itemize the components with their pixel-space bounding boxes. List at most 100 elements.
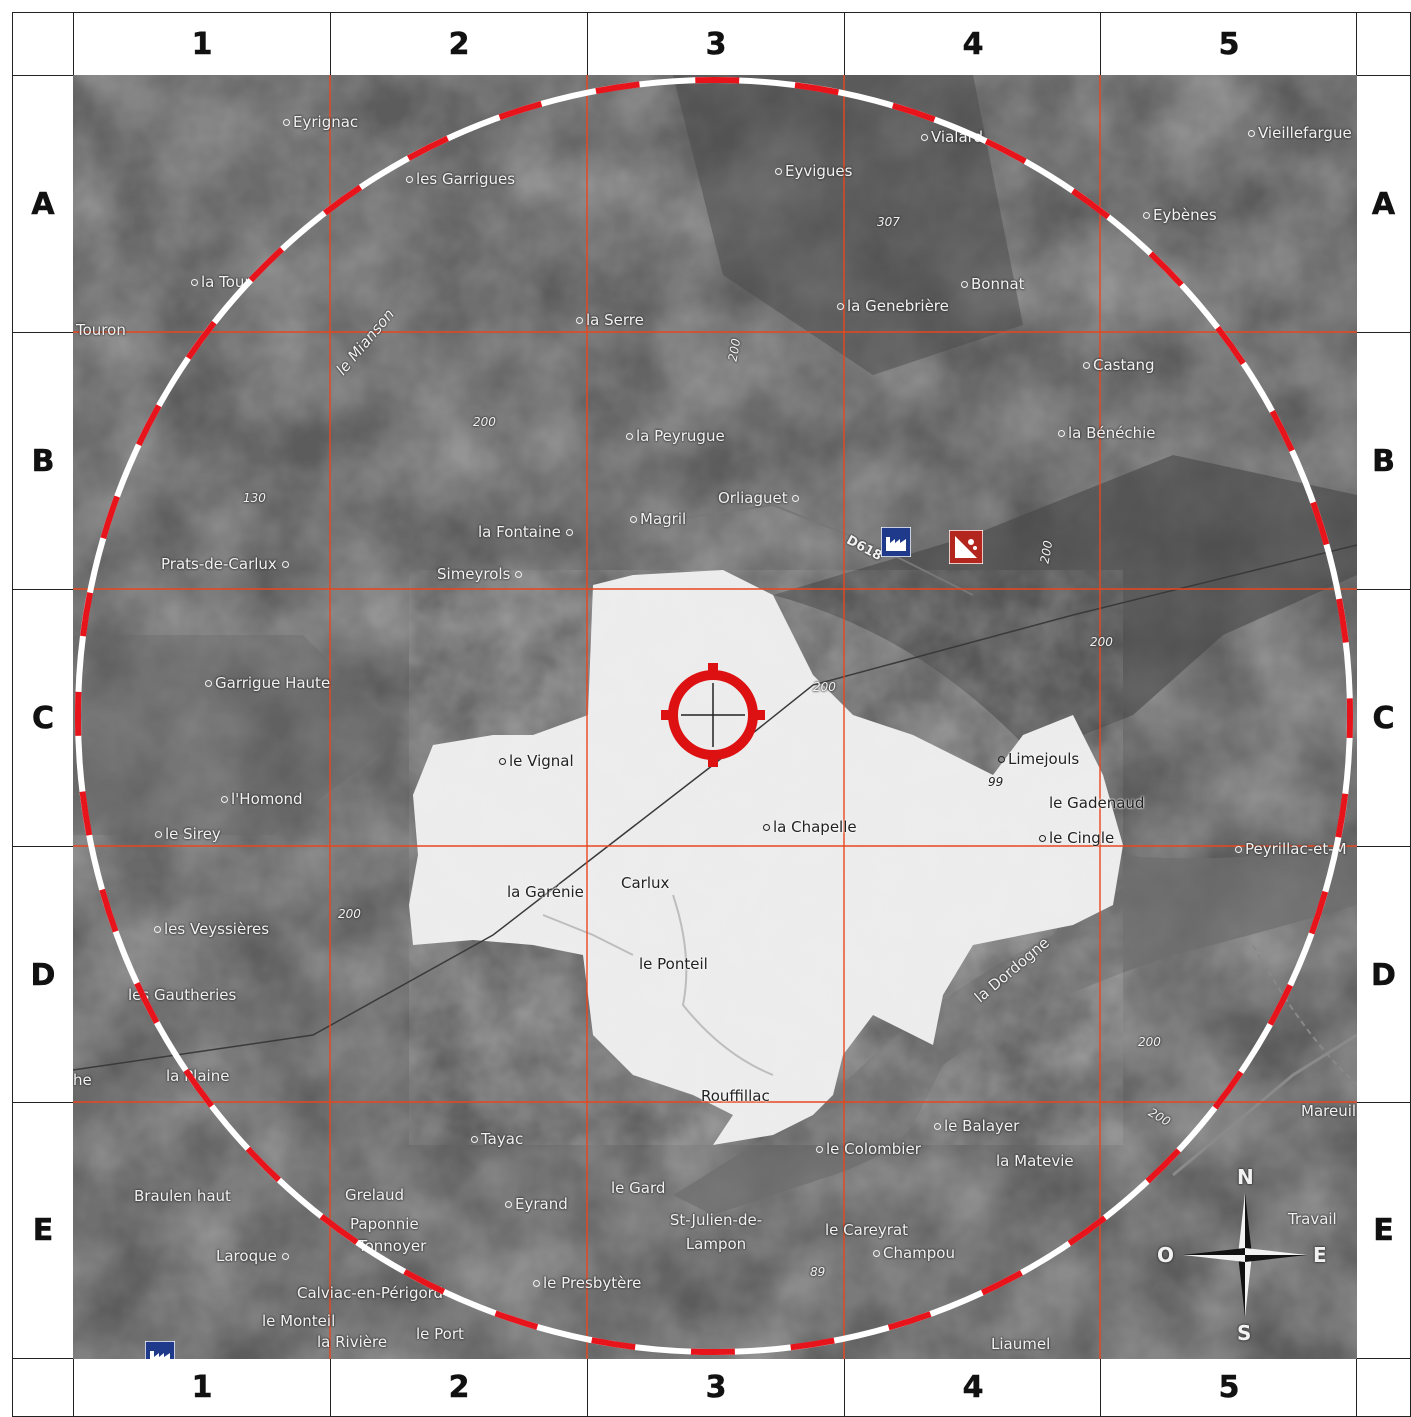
factory-icon: [881, 527, 911, 557]
map-area[interactable]: Eyrignac les Garrigues Eyvigues Vialard …: [73, 75, 1357, 1359]
place-label: la Bénéchie: [1058, 424, 1156, 442]
locality-dot-icon: [763, 823, 770, 831]
locality-dot-icon: [576, 316, 583, 324]
row-header-e-left: E: [12, 1102, 74, 1359]
place-label: le Balayer: [934, 1117, 1019, 1135]
locality-dot-icon: [283, 118, 290, 126]
locality-dot-icon: [961, 280, 968, 288]
place-label: Travail: [1288, 1210, 1337, 1228]
locality-dot-icon: [1248, 129, 1255, 137]
locality-dot-icon: [505, 1200, 512, 1208]
corner-bottom-left: [12, 1358, 74, 1417]
row-header-d-left: D: [12, 846, 74, 1104]
place-label: l'Homond: [221, 790, 303, 808]
col-header-4-top: 4: [844, 12, 1102, 76]
compass-south-label: S: [1237, 1321, 1252, 1345]
place-label: Garrigue Haute: [205, 674, 330, 692]
place-label: Tonnoyer: [358, 1237, 427, 1255]
locality-dot-icon: [515, 570, 523, 578]
locality-dot-icon: [934, 1122, 941, 1130]
place-label: Braulen haut: [134, 1187, 231, 1205]
place-label: Rouffillac: [701, 1087, 770, 1105]
grid-overlay: [73, 75, 1357, 1359]
locality-dot-icon: [1083, 361, 1090, 369]
locality-dot-icon: [406, 175, 413, 183]
row-header-b-left: B: [12, 332, 74, 590]
place-label: Touron: [76, 321, 126, 339]
locality-dot-icon: [921, 133, 928, 141]
locality-dot-icon: [471, 1135, 478, 1143]
place-label: le Port: [416, 1325, 464, 1343]
row-header-e-right: E: [1356, 1102, 1411, 1359]
place-label: Liaumel: [991, 1335, 1051, 1353]
place-label: Eybènes: [1143, 206, 1217, 224]
place-label: Vieillefargue: [1248, 124, 1352, 142]
locality-dot-icon: [191, 278, 198, 286]
place-label: le Gard: [611, 1179, 666, 1197]
locality-dot-icon: [1143, 211, 1150, 219]
corner-top-left: [12, 12, 74, 76]
elevation-label: 130: [243, 491, 266, 505]
elevation-label: 200: [473, 415, 496, 429]
corner-top-right: [1356, 12, 1411, 76]
place-label: Grelaud: [345, 1186, 405, 1204]
locality-dot-icon: [565, 528, 573, 536]
terrain-layer: [73, 75, 1357, 1359]
place-label: les Veyssières: [154, 920, 269, 938]
locality-dot-icon: [775, 167, 782, 175]
row-header-b-right: B: [1356, 332, 1411, 590]
place-label: Eyvigues: [775, 162, 852, 180]
fallen-rock-icon: [949, 530, 983, 564]
locality-dot-icon: [281, 1252, 289, 1260]
place-label: Magril: [630, 510, 686, 528]
place-label: le Gadenaud: [1049, 794, 1145, 812]
row-header-a-left: A: [12, 75, 74, 333]
locality-dot-icon: [154, 925, 161, 933]
place-label: Eyrand: [505, 1195, 568, 1213]
locality-dot-icon: [873, 1249, 880, 1257]
compass-north-label: N: [1237, 1165, 1254, 1189]
place-label: Eyrignac: [283, 113, 358, 131]
place-label: la Fontaine: [478, 523, 576, 541]
corner-bottom-right: [1356, 1358, 1411, 1417]
place-label: Laroque: [216, 1247, 292, 1265]
place-label: le Colombier: [816, 1140, 921, 1158]
col-header-4-bottom: 4: [844, 1358, 1102, 1417]
place-label: le Vignal: [499, 752, 574, 770]
locality-dot-icon: [998, 755, 1005, 763]
col-header-2-top: 2: [330, 12, 588, 76]
place-label: la Peyrugue: [626, 427, 725, 445]
compass-east-label: E: [1313, 1243, 1327, 1267]
elevation-label: 200: [338, 907, 361, 921]
place-label: Paponnie: [350, 1215, 419, 1233]
row-header-c-right: C: [1356, 589, 1411, 847]
locality-dot-icon: [1235, 845, 1242, 853]
place-label: le Monteil: [262, 1312, 336, 1330]
elevation-label: 200: [1090, 635, 1113, 649]
range-circle: [75, 77, 1353, 1355]
place-label: la Plaine: [166, 1067, 230, 1085]
locality-dot-icon: [837, 302, 844, 310]
col-header-5-top: 5: [1100, 12, 1358, 76]
place-label: la Rivière: [317, 1333, 388, 1351]
place-label: Carlux: [621, 874, 670, 892]
locality-dot-icon: [155, 830, 162, 838]
place-label: Limejouls: [998, 750, 1079, 768]
place-label: Castang: [1083, 356, 1155, 374]
place-label: le Cingle: [1039, 829, 1114, 847]
place-label: Orliaguet: [718, 489, 802, 507]
target-crosshair-icon[interactable]: [661, 663, 765, 767]
col-header-2-bottom: 2: [330, 1358, 588, 1417]
elevation-label: 99: [988, 775, 1004, 789]
col-header-3-bottom: 3: [587, 1358, 845, 1417]
place-label: Calviac-en-Périgord: [297, 1284, 444, 1302]
locality-dot-icon: [533, 1279, 540, 1287]
place-label: la Tour: [191, 273, 251, 291]
place-label: la Matevie: [996, 1152, 1074, 1170]
col-header-1-top: 1: [73, 12, 331, 76]
row-header-c-left: C: [12, 589, 74, 847]
elevation-label: 200: [813, 680, 836, 694]
elevation-label: 307: [877, 215, 900, 229]
locality-dot-icon: [499, 757, 506, 765]
